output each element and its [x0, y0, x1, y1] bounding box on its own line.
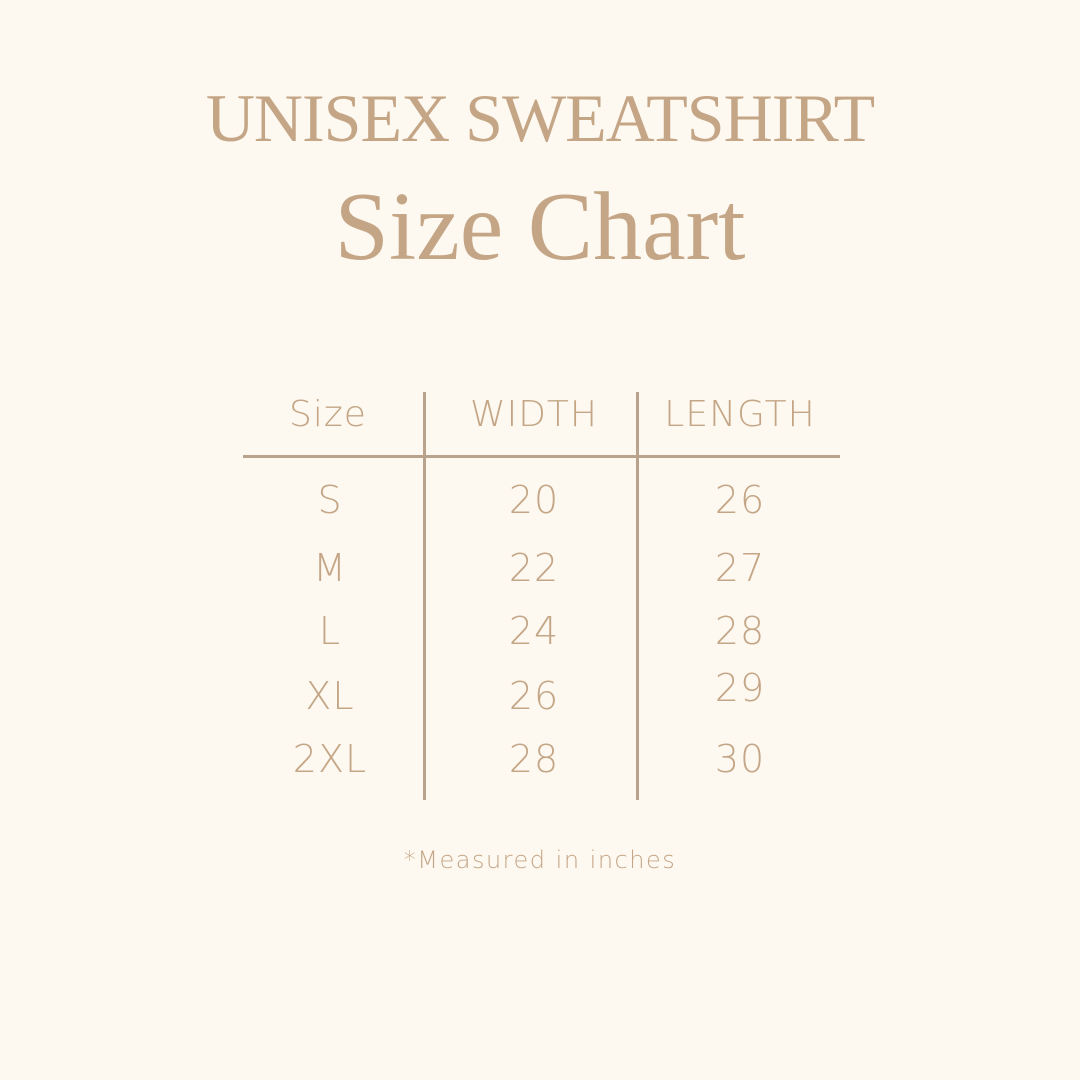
header-divider — [243, 455, 840, 458]
width-cell: 20 — [508, 478, 560, 522]
length-cell: 30 — [714, 737, 766, 781]
header-width: WIDTH — [470, 394, 598, 435]
header-length: LENGTH — [664, 394, 816, 435]
size-cell: L — [318, 609, 342, 653]
header-size: Size — [289, 394, 367, 435]
length-cell: 28 — [714, 609, 766, 653]
width-cell: 22 — [508, 546, 560, 590]
size-cell: XL — [305, 674, 355, 718]
footnote: *Measured in inches — [403, 846, 677, 874]
length-cell: 27 — [714, 546, 766, 590]
width-cell: 28 — [508, 737, 560, 781]
size-cell: 2XL — [292, 737, 368, 781]
size-cell: M — [313, 546, 347, 590]
length-cell: 29 — [714, 666, 766, 710]
size-cell: S — [317, 478, 343, 522]
title: UNISEX SWEATSHIRT — [205, 80, 875, 156]
column-divider — [423, 392, 426, 800]
subtitle: Size Chart — [334, 173, 746, 281]
width-cell: 26 — [508, 674, 560, 718]
length-cell: 26 — [714, 478, 766, 522]
column-divider — [636, 392, 639, 800]
width-cell: 24 — [508, 609, 560, 653]
